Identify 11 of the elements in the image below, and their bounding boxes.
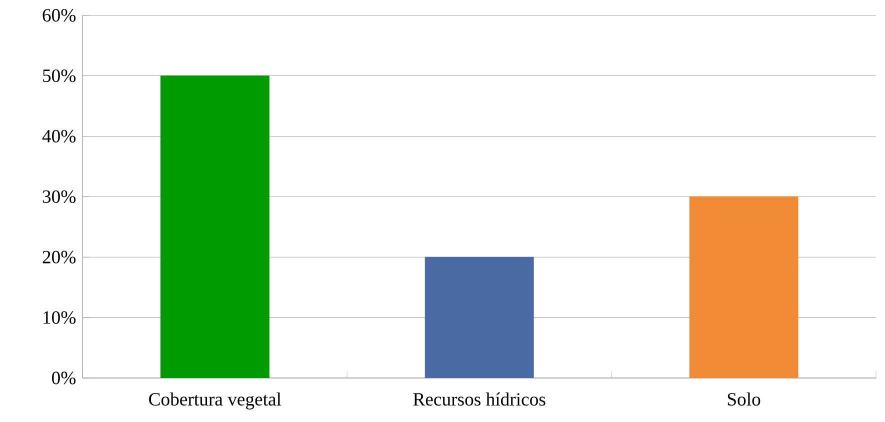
x-tick-label: Cobertura vegetal bbox=[149, 392, 282, 410]
y-tick-label: 20% bbox=[42, 250, 76, 264]
y-tick-label: 30% bbox=[42, 190, 76, 204]
y-tick-label: 50% bbox=[43, 69, 76, 82]
bar bbox=[689, 196, 798, 378]
y-tick-label: 40% bbox=[42, 130, 76, 143]
x-tick-label: Solo bbox=[728, 392, 760, 406]
x-tick-label: Recursos hídricos bbox=[413, 392, 546, 406]
y-tick-label: 10% bbox=[44, 311, 76, 324]
y-tick-label: 60% bbox=[42, 9, 76, 22]
y-tick-label: 0% bbox=[52, 372, 76, 384]
